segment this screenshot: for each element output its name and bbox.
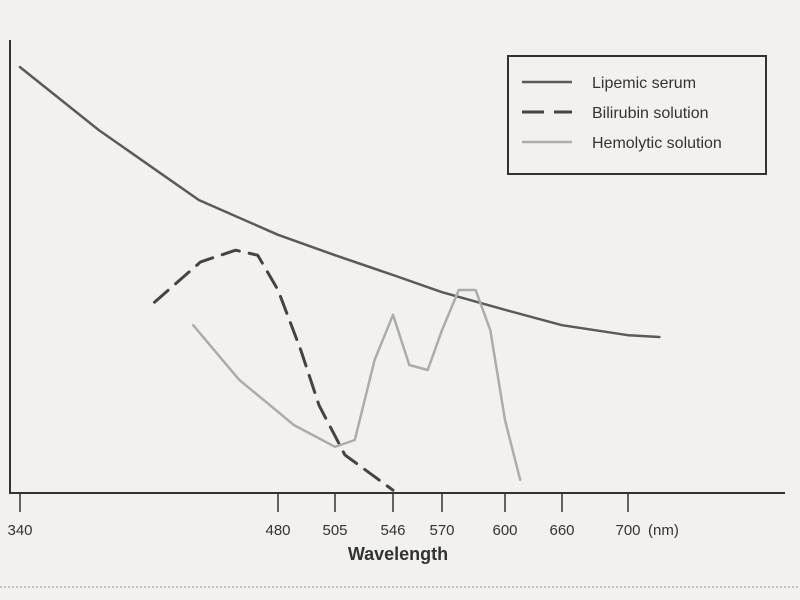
series-line-bilirubin-solution bbox=[153, 248, 395, 492]
x-tick-label: 570 bbox=[429, 522, 454, 539]
legend-label: Hemolytic solution bbox=[592, 135, 722, 152]
legend-label: Bilirubin solution bbox=[592, 105, 709, 122]
x-tick-label: 600 bbox=[492, 522, 517, 539]
x-tick-label: 700 bbox=[615, 522, 640, 539]
x-tick-label: 480 bbox=[265, 522, 290, 539]
x-axis-label: Wavelength bbox=[348, 544, 448, 564]
x-tick-label: 505 bbox=[322, 522, 347, 539]
legend-box bbox=[507, 55, 767, 175]
x-tick-label: 660 bbox=[549, 522, 574, 539]
x-tick-label: 546 bbox=[380, 522, 405, 539]
series-line-hemolytic-solution bbox=[191, 288, 522, 482]
series-line-lipemic-serum bbox=[18, 65, 661, 339]
x-tick-label: 340 bbox=[7, 522, 32, 539]
legend-label: Lipemic serum bbox=[592, 75, 696, 92]
x-unit-label: (nm) bbox=[648, 522, 679, 539]
